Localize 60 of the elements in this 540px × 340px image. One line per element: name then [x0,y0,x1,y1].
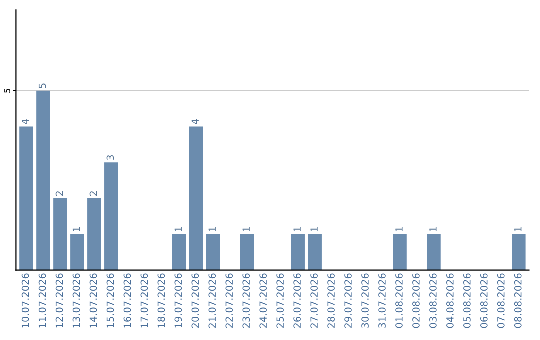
bar [88,198,102,270]
data-label: 1 [514,227,522,232]
data-label: 1 [294,227,301,232]
bar [427,234,441,270]
x-tick-label: 03.08.2026 [430,274,437,328]
data-label: 1 [430,227,437,232]
data-label: 1 [310,227,318,232]
bar [20,126,34,270]
x-tick-label: 05.08.2026 [464,274,471,328]
x-tick-label: 24.07.2026 [260,274,268,328]
data-label: 3 [106,155,114,160]
x-tick-label: 01.08.2026 [396,274,403,328]
x-tick-label: 10.07.2026 [22,274,30,328]
bar [240,234,254,270]
x-tick-label: 27.07.2026 [310,274,318,328]
x-tick-label: 28.07.2026 [328,274,335,328]
x-tick-label: 22.07.2026 [226,274,234,328]
x-tick-label: 21.07.2026 [208,274,216,328]
bar [393,234,407,270]
x-tick-label: 13.07.2026 [72,274,80,328]
data-label: 1 [242,227,250,232]
data-label: 1 [396,227,403,232]
bar [512,234,526,270]
x-tick-label: 04.08.2026 [446,274,454,328]
x-tick-label: 14.07.2026 [90,274,98,328]
bar [54,198,68,270]
x-tick-label: 17.07.2026 [140,274,148,328]
x-tick-label: 31.07.2026 [378,274,386,328]
x-tick-label: 02.08.2026 [412,274,420,328]
bar [206,234,220,270]
bar [308,234,322,270]
x-tick-label: 15.07.2026 [106,274,114,328]
bar [172,234,186,270]
x-tick-label: 29.07.2026 [344,274,352,328]
bar [36,90,50,270]
x-tick-label: 18.07.2026 [158,274,166,328]
data-label: 1 [208,227,216,232]
bar [104,162,118,270]
x-tick-label: 19.07.2026 [174,274,182,328]
x-tick-label: 20.07.2026 [192,274,200,328]
x-tick-label: 08.08.2026 [514,274,522,328]
x-tick-label: 30.07.2026 [362,274,369,328]
x-tick-label: 07.08.2026 [497,274,505,328]
x-tick-label: 06.08.2026 [480,274,488,328]
data-label: 1 [174,227,182,232]
x-tick-label: 26.07.2026 [294,274,301,328]
bar [189,126,204,270]
data-label: 1 [72,227,80,232]
data-label: 2 [90,192,98,196]
x-tick-label: 12.07.2026 [56,274,64,328]
x-tick-label: 11.07.2026 [38,274,46,328]
data-label: 4 [22,119,30,125]
bar [70,234,84,270]
x-tick-label: 25.07.2026 [276,274,284,328]
x-tick-label: 23.07.2026 [242,274,250,328]
bar [291,234,305,270]
data-label: 2 [56,192,64,196]
data-label: 5 [38,84,46,88]
data-label: 4 [192,119,199,125]
x-tick-label: 16.07.2026 [124,274,132,328]
